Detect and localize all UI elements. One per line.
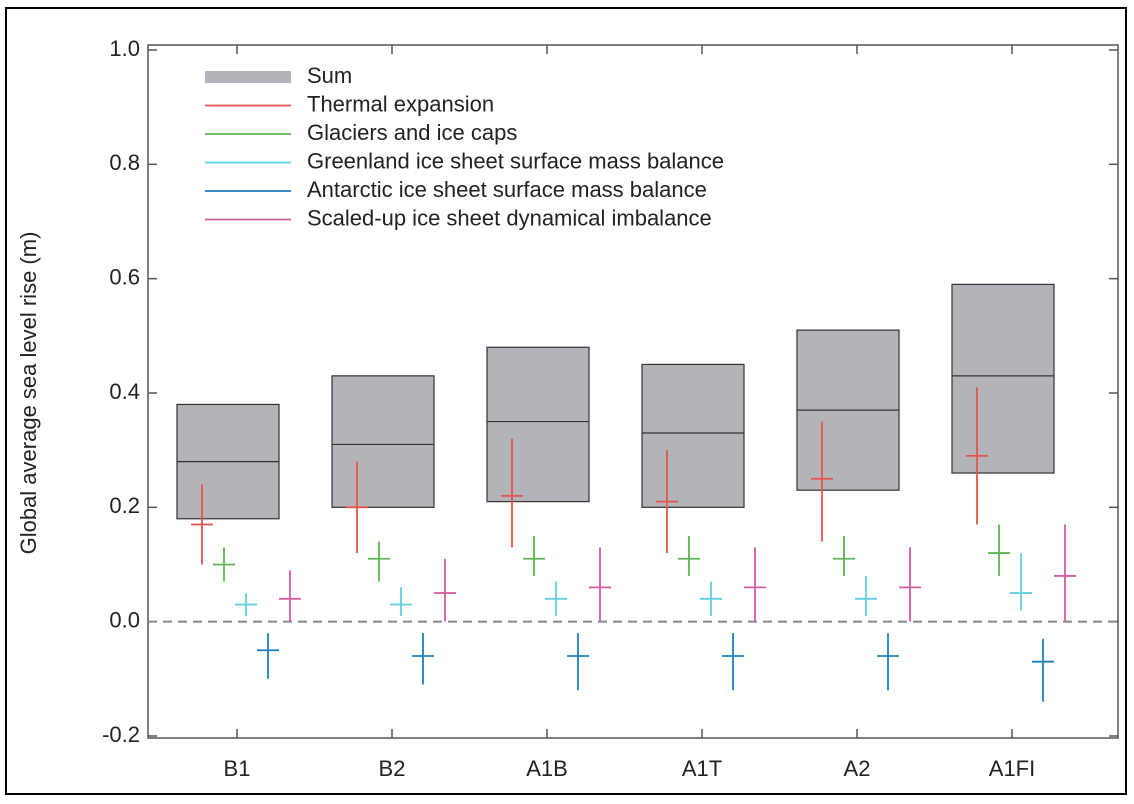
legend-label: Scaled-up ice sheet dynamical imbalance	[307, 205, 712, 230]
x-tick-label: A1B	[526, 756, 568, 781]
y-tick-label: -0.2	[102, 722, 140, 747]
y-tick-label: 0.2	[109, 493, 140, 518]
y-tick-label: 0.6	[109, 264, 140, 289]
x-tick-label: A1FI	[989, 756, 1035, 781]
legend-label: Thermal expansion	[307, 91, 494, 116]
sum-box	[331, 375, 435, 508]
y-tick-label: 0.4	[109, 379, 140, 404]
legend-label: Sum	[307, 63, 352, 88]
legend-swatch	[205, 71, 291, 83]
x-tick-label: B2	[379, 756, 406, 781]
sum-box	[951, 283, 1055, 474]
y-axis-label: Global average sea level rise (m)	[16, 232, 41, 555]
outer-border	[5, 7, 1127, 795]
y-tick-label: 0.0	[109, 607, 140, 632]
x-tick-label: A2	[844, 756, 871, 781]
x-tick-label: B1	[224, 756, 251, 781]
x-tick-label: A1T	[682, 756, 722, 781]
legend-label: Antarctic ice sheet surface mass balance	[307, 177, 707, 202]
y-tick-label: 1.0	[109, 36, 140, 61]
sum-box	[641, 363, 745, 508]
legend-label: Greenland ice sheet surface mass balance	[307, 148, 724, 173]
sum-box	[486, 346, 590, 503]
y-tick-label: 0.8	[109, 150, 140, 175]
plot-frame	[147, 44, 1119, 739]
legend-label: Glaciers and ice caps	[307, 120, 517, 145]
